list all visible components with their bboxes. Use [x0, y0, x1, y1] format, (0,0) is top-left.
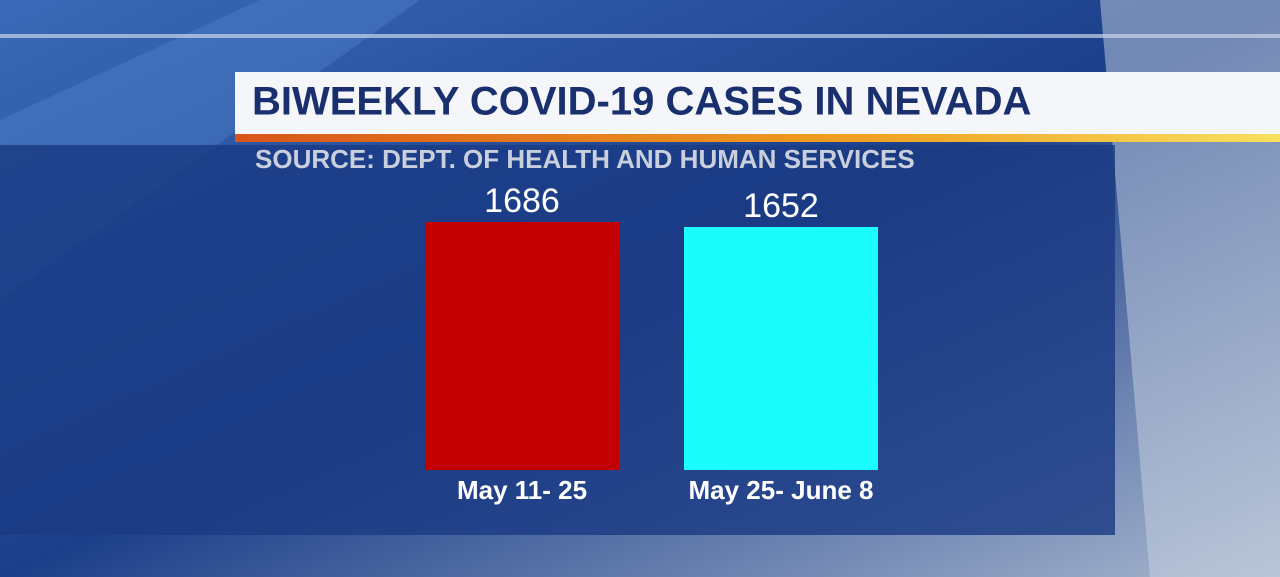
x-tick-label: May 11- 25 [457, 475, 587, 505]
background-line [0, 34, 1280, 38]
bar [684, 227, 878, 470]
title-box [235, 72, 1280, 134]
x-tick-label: May 25- June 8 [689, 475, 874, 505]
background-streak [1100, 0, 1280, 577]
value-label: 1652 [743, 187, 819, 225]
bar [425, 222, 619, 470]
chart-subtitle: SOURCE: DEPT. OF HEALTH AND HUMAN SERVIC… [255, 144, 915, 174]
value-label: 1686 [484, 182, 560, 220]
title-stripe [235, 134, 1280, 142]
chart-title: BIWEEKLY COVID-19 CASES IN NEVADA [252, 80, 1031, 124]
